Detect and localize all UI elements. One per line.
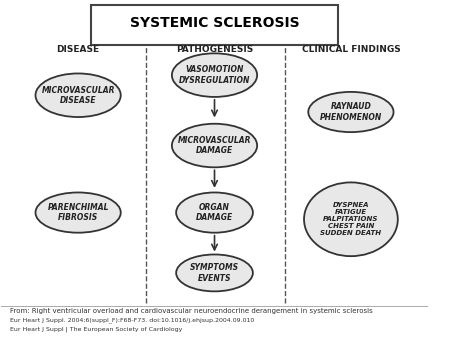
Ellipse shape	[172, 124, 257, 167]
FancyBboxPatch shape	[91, 5, 338, 45]
Text: Eur Heart J Suppl | The European Society of Cardiology: Eur Heart J Suppl | The European Society…	[10, 327, 182, 332]
Text: SYSTEMIC SCLEROSIS: SYSTEMIC SCLEROSIS	[130, 16, 299, 30]
Text: VASOMOTION
DYSREGULATION: VASOMOTION DYSREGULATION	[179, 66, 250, 85]
Text: PARENCHIMAL
FIBROSIS: PARENCHIMAL FIBROSIS	[47, 203, 109, 222]
Text: DYSPNEA
FATIGUE
PALPITATIONS
CHEST PAIN
SUDDEN DEATH: DYSPNEA FATIGUE PALPITATIONS CHEST PAIN …	[320, 202, 382, 236]
Text: MICROVASCULAR
DISEASE: MICROVASCULAR DISEASE	[41, 86, 115, 105]
Text: Eur Heart J Suppl. 2004;6(suppl_F):F68-F73. doi:10.1016/j.ehjsup.2004.09.010: Eur Heart J Suppl. 2004;6(suppl_F):F68-F…	[10, 317, 254, 323]
Text: SYMPTOMS
EVENTS: SYMPTOMS EVENTS	[190, 263, 239, 283]
Ellipse shape	[36, 73, 121, 117]
Ellipse shape	[176, 192, 253, 233]
Text: From: Right ventricular overload and cardiovascular neuroendocrine derangement i: From: Right ventricular overload and car…	[10, 308, 373, 314]
Text: CLINICAL FINDINGS: CLINICAL FINDINGS	[302, 46, 400, 54]
Ellipse shape	[176, 255, 253, 291]
Text: RAYNAUD
PHENOMENON: RAYNAUD PHENOMENON	[320, 102, 382, 122]
Ellipse shape	[36, 192, 121, 233]
Text: DISEASE: DISEASE	[57, 46, 100, 54]
Text: ORGAN
DAMAGE: ORGAN DAMAGE	[196, 203, 233, 222]
Ellipse shape	[304, 183, 398, 256]
Text: PATHOGENESIS: PATHOGENESIS	[176, 46, 253, 54]
Text: MICROVASCULAR
DAMAGE: MICROVASCULAR DAMAGE	[178, 136, 251, 155]
Ellipse shape	[308, 92, 394, 132]
Ellipse shape	[172, 53, 257, 97]
